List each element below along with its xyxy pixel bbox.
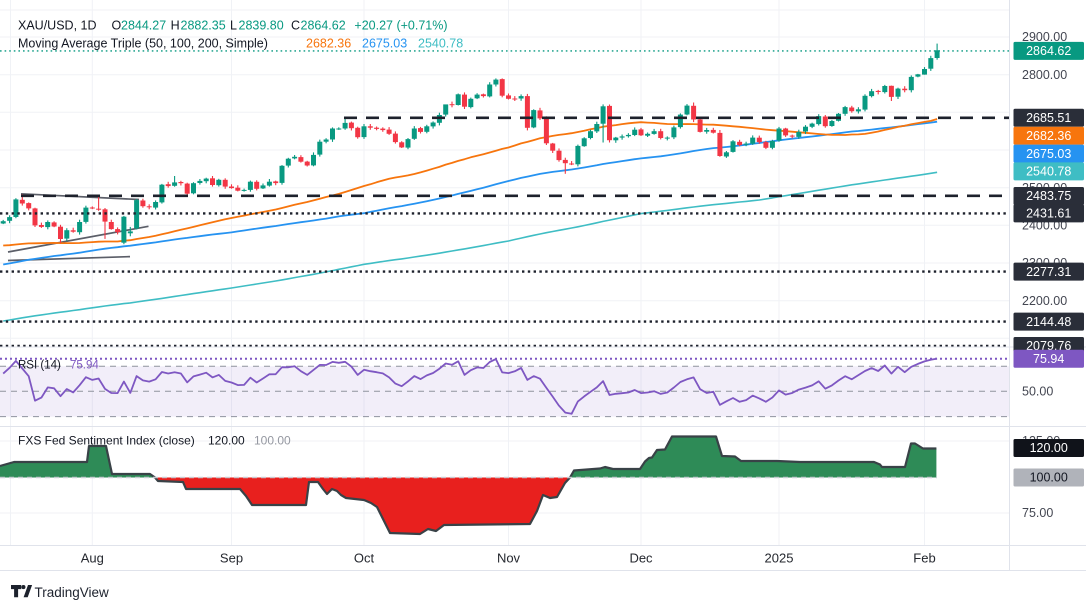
- svg-text:Nov: Nov: [497, 551, 521, 566]
- svg-text:120.00: 120.00: [1030, 441, 1068, 455]
- svg-text:50.00: 50.00: [1022, 384, 1053, 398]
- svg-text:75.94: 75.94: [70, 360, 99, 372]
- svg-text:120.00: 120.00: [208, 434, 245, 448]
- svg-text:2682.36: 2682.36: [306, 37, 351, 51]
- svg-text:2682.36: 2682.36: [1026, 129, 1071, 143]
- svg-text:2025: 2025: [765, 551, 794, 566]
- svg-text:2277.31: 2277.31: [1026, 265, 1071, 279]
- svg-text:75.00: 75.00: [1022, 506, 1053, 520]
- svg-text:XAU/USD, 1D: XAU/USD, 1D: [18, 19, 97, 33]
- svg-text:2431.61: 2431.61: [1026, 207, 1071, 221]
- svg-text:100.00: 100.00: [254, 434, 291, 448]
- svg-text:+20.27 (+0.71%): +20.27 (+0.71%): [354, 19, 447, 33]
- svg-text:2839.80: 2839.80: [239, 19, 284, 33]
- svg-text:100.00: 100.00: [1030, 471, 1068, 485]
- svg-text:Dec: Dec: [629, 551, 653, 566]
- svg-text:2540.78: 2540.78: [418, 37, 463, 51]
- svg-text:Feb: Feb: [913, 551, 935, 566]
- svg-text:2675.03: 2675.03: [362, 37, 407, 51]
- svg-text:75.94: 75.94: [1033, 352, 1064, 366]
- svg-text:RSI (14): RSI (14): [18, 360, 61, 372]
- svg-text:2540.78: 2540.78: [1026, 165, 1071, 179]
- svg-text:Oct: Oct: [354, 551, 375, 566]
- svg-text:H: H: [171, 19, 180, 33]
- svg-text:2900.00: 2900.00: [1022, 30, 1067, 44]
- svg-text:O: O: [112, 19, 122, 33]
- svg-text:2675.03: 2675.03: [1026, 147, 1071, 161]
- svg-text:Aug: Aug: [81, 551, 104, 566]
- svg-text:C: C: [291, 19, 300, 33]
- svg-text:2864.62: 2864.62: [1026, 44, 1071, 58]
- svg-text:2200.00: 2200.00: [1022, 294, 1067, 308]
- svg-text:2882.35: 2882.35: [181, 19, 226, 33]
- svg-text:2800.00: 2800.00: [1022, 68, 1067, 82]
- svg-text:2483.75: 2483.75: [1026, 189, 1071, 203]
- svg-text:TradingView: TradingView: [35, 585, 110, 600]
- svg-text:2844.27: 2844.27: [121, 19, 166, 33]
- svg-text:FXS Fed Sentiment Index (close: FXS Fed Sentiment Index (close): [18, 434, 195, 448]
- svg-text:Moving Average Triple (50, 100: Moving Average Triple (50, 100, 200, Sim…: [18, 37, 268, 51]
- svg-text:2864.62: 2864.62: [301, 19, 346, 33]
- svg-text:2144.48: 2144.48: [1026, 315, 1071, 329]
- svg-text:2685.51: 2685.51: [1026, 111, 1071, 125]
- svg-text:Sep: Sep: [220, 551, 243, 566]
- svg-text:L: L: [230, 19, 237, 33]
